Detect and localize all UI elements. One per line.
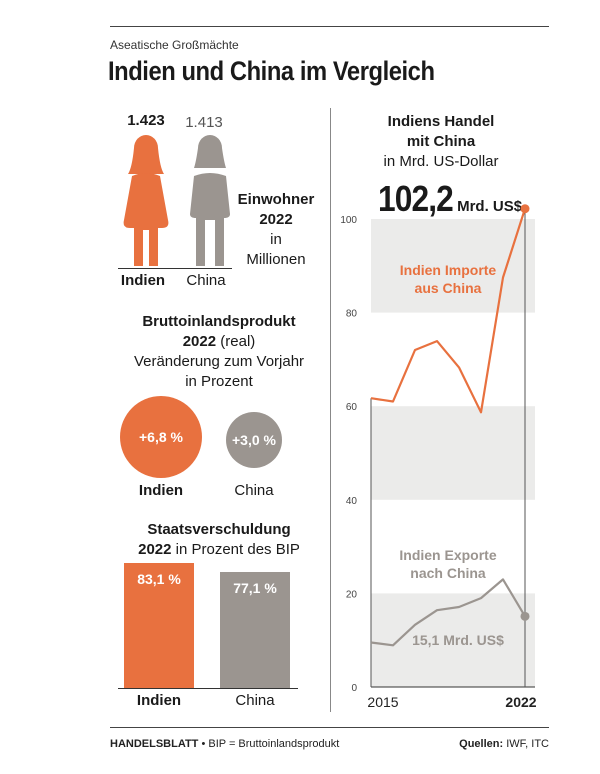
debt-china-value: 77,1 % [233,580,277,596]
exports-label-line2: nach China [410,565,486,581]
y-tick-label-80: 80 [346,309,358,320]
footer-left: HANDELSBLATT • BIP = Bruttoinlandsproduk… [110,738,339,750]
footer-right: Quellen: IWF, ITC [446,738,549,750]
y-tick-label-40: 40 [346,496,358,507]
footer-sources-value: IWF, ITC [503,738,549,750]
gdp-china-label: China [234,482,274,499]
imports-end-point [520,204,530,214]
y-tick-label-0: 0 [351,683,357,694]
trade-line-chart: 0 20 40 60 80 100 Indien Importe aus China Indie… [340,204,537,710]
debt-title: Staatsverschuldung 2022 in Prozent des B… [108,520,330,560]
footer-rule [110,727,549,728]
india-population-value: 1.423 [127,112,165,129]
trade-title-line3: in Mrd. US-Dollar [383,153,499,170]
imports-label-line2: aus China [415,280,482,296]
population-china-label: China [186,272,226,289]
gdp-title-line4: in Prozent [185,373,253,390]
trade-big-value: 102,2 [378,178,454,219]
debt-india-bar: 83,1 % [124,563,194,688]
debt-baseline [118,688,298,689]
y-tick-label-100: 100 [340,215,357,226]
india-woman-icon [123,135,169,266]
exports-end-value-label: 15,1 Mrd. US$ [412,632,504,648]
top-rule [110,26,549,27]
trade-title-line2: mit China [406,133,476,150]
debt-title-year: 2022 [138,541,172,558]
exports-label-line1: Indien Exporte [399,547,496,563]
footer-brand: HANDELSBLATT [110,738,199,750]
population-title: Einwohner 2022 in Millionen [226,190,326,270]
gdp-india-value: +6,8 % [139,429,183,445]
population-title-line1: Einwohner [237,191,315,208]
population-title-line3: in [270,231,282,248]
population-title-line4: Millionen [246,251,306,268]
debt-china-bar: 77,1 % [220,572,290,688]
gdp-title-line2: 2022 (real) [108,332,330,352]
debt-china-label: China [235,692,275,709]
trade-big-value-wrap: 102,2 Mrd. US$ [378,178,522,220]
series-line-exports [370,578,526,647]
gdp-title-line1: Bruttoinlandsprodukt [142,313,296,330]
china-population-value: 1.413 [185,114,223,131]
gdp-china-value: +3,0 % [232,432,276,448]
debt-title-line2: 2022 in Prozent des BIP [108,540,330,560]
y-tick-label-20: 20 [346,589,358,600]
population-baseline [118,268,232,269]
footer-note: • BIP = Bruttoinlandsprodukt [198,738,340,750]
gdp-china-circle: +3,0 % [226,412,282,468]
trade-title-line1: Indiens Handel [387,113,495,130]
population-india-label: Indien [120,272,166,289]
grid-band-1 [371,406,535,500]
debt-title-line1: Staatsverschuldung [147,521,291,538]
trade-big-unit: Mrd. US$ [457,198,523,215]
gdp-india-circle: +6,8 % [120,396,202,478]
x-tick-label-last: 2022 [505,694,536,710]
series-line-imports [370,208,527,414]
trade-title: Indiens Handel mit China in Mrd. US-Doll… [348,112,534,172]
y-tick-label-60: 60 [346,402,358,413]
exports-end-point [520,611,530,621]
page-title: Indien und China im Vergleich [108,56,435,86]
debt-india-label: Indien [136,692,182,709]
kicker: Aseatische Großmächte [110,38,239,52]
imports-label-line1: Indien Importe [400,262,497,278]
debt-india-value: 83,1 % [137,571,181,587]
gdp-india-label: Indien [138,482,184,499]
debt-title-rest: in Prozent des BIP [175,541,300,558]
population-title-line2: 2022 [259,211,293,228]
gdp-title-real: (real) [220,333,256,350]
column-divider [330,108,331,712]
footer-sources-label: Quellen: [459,738,504,750]
china-woman-icon [190,135,230,266]
gdp-title-line3: Veränderung zum Vorjahr [133,353,305,370]
gdp-title: Bruttoinlandsprodukt 2022 (real) Verände… [108,312,330,392]
population-figures [123,135,230,266]
x-tick-label-first: 2015 [367,694,398,710]
gdp-title-year: 2022 [182,333,217,350]
